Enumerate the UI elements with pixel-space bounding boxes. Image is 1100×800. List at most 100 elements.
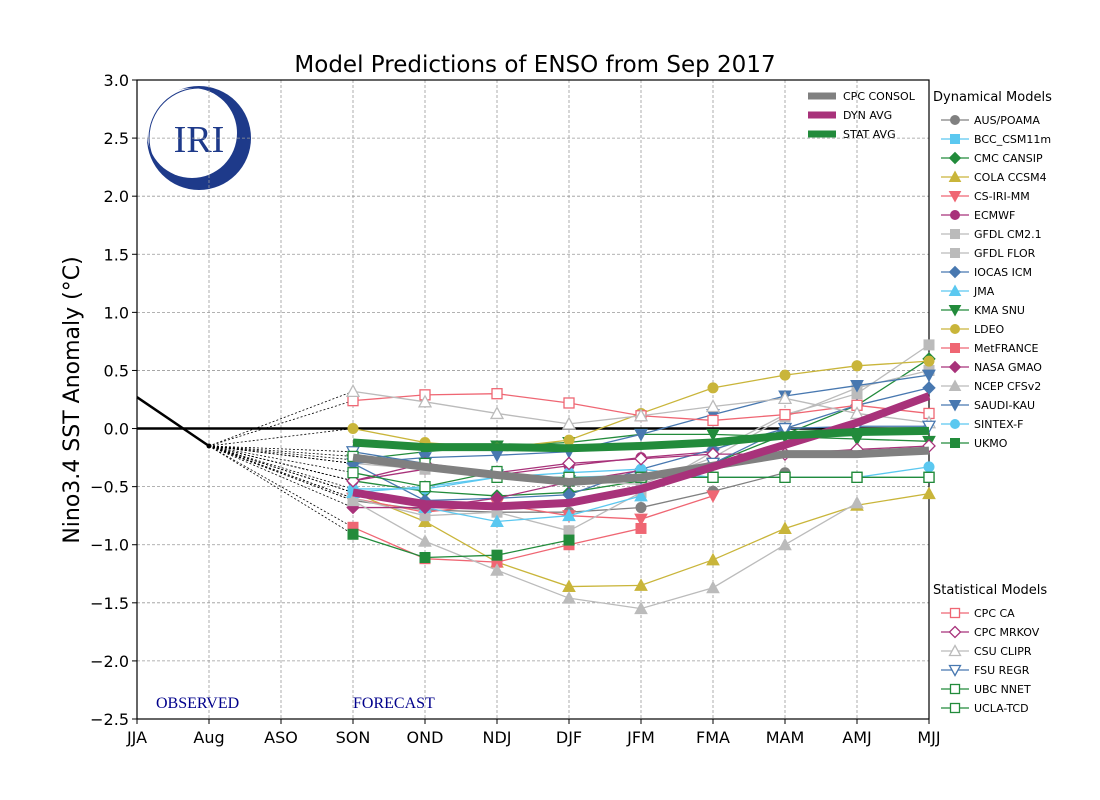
data-point bbox=[706, 490, 720, 503]
data-point bbox=[778, 521, 792, 534]
y-tick-label: 2.0 bbox=[104, 187, 129, 206]
forecast-connector bbox=[208, 445, 354, 457]
chart-title: Model Predictions of ENSO from Sep 2017 bbox=[294, 52, 775, 78]
legend-marker bbox=[948, 644, 962, 657]
x-tick-label: NDJ bbox=[482, 728, 511, 747]
legend-marker bbox=[948, 151, 962, 165]
data-point bbox=[635, 502, 647, 514]
y-tick-label: −2.5 bbox=[90, 710, 129, 729]
data-point bbox=[562, 456, 576, 471]
data-point bbox=[491, 549, 503, 561]
observed-label: OBSERVED bbox=[156, 695, 239, 712]
y-tick-label: 1.5 bbox=[104, 245, 129, 264]
forecast-connector bbox=[208, 445, 354, 535]
forecast-connector bbox=[208, 445, 354, 482]
legend-marker bbox=[948, 625, 962, 639]
observed-point bbox=[206, 443, 212, 449]
data-point bbox=[707, 382, 719, 394]
forecast-connector bbox=[208, 390, 354, 447]
data-point bbox=[561, 416, 577, 430]
legend-marker bbox=[949, 683, 961, 695]
legend-label: CPC MRKOV bbox=[974, 626, 1040, 639]
y-tick-label: −1.0 bbox=[90, 536, 129, 555]
x-tick-label: Aug bbox=[193, 728, 224, 747]
data-point bbox=[779, 408, 791, 421]
legend-label: LDEO bbox=[974, 323, 1005, 336]
forecast-connector bbox=[208, 428, 354, 447]
data-point bbox=[777, 422, 793, 436]
legend-label: IOCAS ICM bbox=[974, 266, 1032, 279]
legend-label: CMC CANSIP bbox=[974, 152, 1043, 165]
data-point bbox=[347, 423, 359, 435]
data-point bbox=[417, 394, 433, 408]
average-line-cpc-consol bbox=[352, 446, 930, 486]
data-point bbox=[633, 408, 649, 422]
data-point bbox=[705, 399, 721, 413]
forecast-connector bbox=[208, 400, 354, 447]
data-point bbox=[562, 591, 576, 604]
y-tick-label: 2.5 bbox=[104, 129, 129, 148]
data-point bbox=[490, 514, 504, 527]
legend-marker bbox=[948, 379, 962, 391]
data-point bbox=[850, 495, 864, 509]
data-point bbox=[778, 537, 792, 551]
data-point bbox=[634, 601, 648, 615]
data-point bbox=[347, 395, 359, 407]
legend-label: CSU CLIPR bbox=[974, 645, 1032, 658]
data-point bbox=[563, 525, 575, 537]
data-point bbox=[563, 434, 575, 446]
data-point bbox=[347, 467, 359, 479]
y-tick-label: 0.5 bbox=[104, 361, 129, 380]
x-tick-label: OND bbox=[407, 728, 444, 747]
data-point bbox=[706, 428, 720, 442]
data-point bbox=[345, 384, 361, 398]
legend-label: UBC NNET bbox=[974, 683, 1031, 696]
x-tick-label: SON bbox=[336, 728, 371, 747]
x-tick-label: MAM bbox=[766, 728, 805, 747]
legend-marker bbox=[949, 607, 961, 619]
legend-marker bbox=[950, 438, 960, 448]
x-tick-label: JFM bbox=[626, 728, 655, 747]
legend-label: NASA GMAO bbox=[974, 361, 1042, 374]
legend-title: Dynamical Models bbox=[933, 90, 1052, 105]
legend-label: SAUDI-KAU bbox=[974, 399, 1035, 412]
legend-marker bbox=[950, 229, 960, 239]
legend-label: UCLA-TCD bbox=[974, 702, 1029, 715]
data-point bbox=[489, 406, 505, 420]
data-point bbox=[779, 369, 791, 381]
legend-marker bbox=[950, 343, 960, 353]
y-tick-label: 0.0 bbox=[104, 420, 129, 439]
data-point bbox=[923, 461, 935, 473]
legend-marker bbox=[950, 324, 960, 334]
legend-marker bbox=[948, 664, 962, 677]
plot-frame bbox=[136, 79, 930, 720]
data-point bbox=[563, 534, 575, 546]
x-tick-label: FMA bbox=[696, 728, 730, 747]
legend-label: NCEP CFSv2 bbox=[974, 380, 1041, 393]
data-point bbox=[418, 534, 432, 547]
data-point bbox=[634, 488, 648, 502]
forecast-connector bbox=[208, 445, 354, 528]
legend-marker bbox=[948, 191, 962, 203]
legend-marker bbox=[948, 360, 962, 374]
y-axis-label: Nino3.4 SST Anomaly (°C) bbox=[60, 256, 85, 543]
legend-label: ECMWF bbox=[974, 209, 1015, 222]
data-point bbox=[490, 563, 504, 576]
legend-marker bbox=[950, 115, 960, 125]
data-point bbox=[922, 381, 936, 395]
legend-label: CPC CA bbox=[974, 607, 1015, 620]
data-point bbox=[922, 369, 936, 383]
x-tick-label: JJA bbox=[126, 728, 147, 747]
legend-label: CPC CONSOL bbox=[843, 90, 916, 103]
legend-marker bbox=[948, 305, 962, 317]
x-tick-label: ASO bbox=[264, 728, 298, 747]
legend-marker bbox=[949, 702, 961, 714]
forecast-label: FORECAST bbox=[353, 695, 435, 712]
forecast-connector bbox=[208, 445, 354, 490]
legend-marker bbox=[948, 400, 962, 412]
legend-marker bbox=[950, 134, 960, 144]
y-tick-label: −0.5 bbox=[90, 478, 129, 497]
legend-label: JMA bbox=[973, 285, 995, 298]
data-point bbox=[849, 406, 865, 420]
series-line-ecmwf bbox=[352, 451, 714, 482]
